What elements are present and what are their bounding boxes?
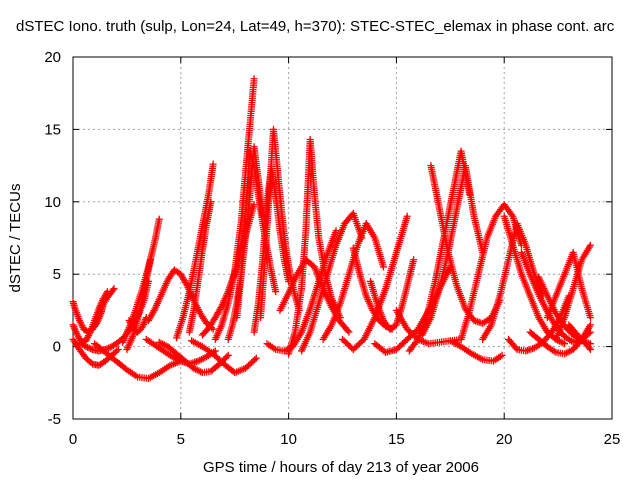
data-point [250,75,258,83]
data-arc [349,244,396,333]
data-point [403,212,411,220]
data-point [344,327,352,335]
y-tick-label: 5 [53,266,61,283]
data-point [103,288,111,296]
data-arc [69,288,111,346]
data-arc [188,337,260,377]
grid-lines [73,57,612,419]
data-arc [185,198,215,336]
data-arc [418,162,487,339]
data-point [110,285,118,293]
data-arc [263,227,340,355]
data-arc [298,209,366,355]
data-arc [123,256,155,353]
data-point [586,314,594,322]
data-point [586,241,594,249]
data-arc [172,160,217,342]
data-point [250,201,258,209]
y-tick-label: 20 [44,49,61,66]
data-point [82,343,90,351]
data-point [272,288,280,296]
data-point [586,345,594,353]
data-point [413,337,421,345]
data-point [207,198,215,206]
data-point [251,356,259,364]
x-axis-label: GPS time / hours of day 213 of year 2006 [203,459,479,476]
data-point [508,211,516,219]
data-point [109,286,117,294]
data-arc [446,337,506,365]
data-point [586,321,594,329]
data-point [224,351,232,359]
y-tick-label: 0 [53,339,61,356]
data-arc [552,241,594,343]
data-arc [535,273,594,348]
data-arc [155,338,232,377]
x-axis-ticks: 0 5 10 15 20 25 [69,57,621,448]
data-point [336,314,344,322]
data-point [561,340,569,348]
data-arc [565,321,594,353]
data-point [84,343,92,351]
data-point [498,351,506,359]
data-point [147,256,155,264]
data-arc [125,314,150,336]
x-tick-label: 0 [69,431,77,448]
data-point [252,354,260,362]
data-point [105,344,113,352]
data-point [332,227,340,235]
x-tick-label: 15 [388,431,405,448]
data-point [585,344,593,352]
y-axis-label: dSTEC / TECUs [7,184,24,293]
chart-title: dSTEC Iono. truth (sulp, Lon=24, Lat=49,… [16,18,615,35]
data-point [113,347,121,355]
data-point [155,215,163,223]
y-axis-ticks: -5 0 5 10 15 20 [44,49,612,428]
y-tick-label: 10 [44,194,61,211]
data-point [410,256,418,264]
data-arcs [69,75,594,382]
data-point [223,353,231,361]
plot-border [72,56,613,420]
data-arc [339,212,411,353]
data-arc [526,321,594,358]
data-point [345,328,353,336]
x-tick-label: 25 [604,431,621,448]
x-tick-label: 5 [177,431,185,448]
data-point [87,345,95,353]
data-point [114,345,122,353]
data-arc [543,248,594,322]
data-point [209,160,217,168]
y-tick-label: 15 [44,121,61,138]
data-point [85,344,93,352]
x-tick-label: 10 [280,431,297,448]
y-tick-label: -5 [48,411,61,428]
x-tick-label: 20 [496,431,513,448]
data-point [379,263,387,271]
plot-frame [72,56,613,420]
